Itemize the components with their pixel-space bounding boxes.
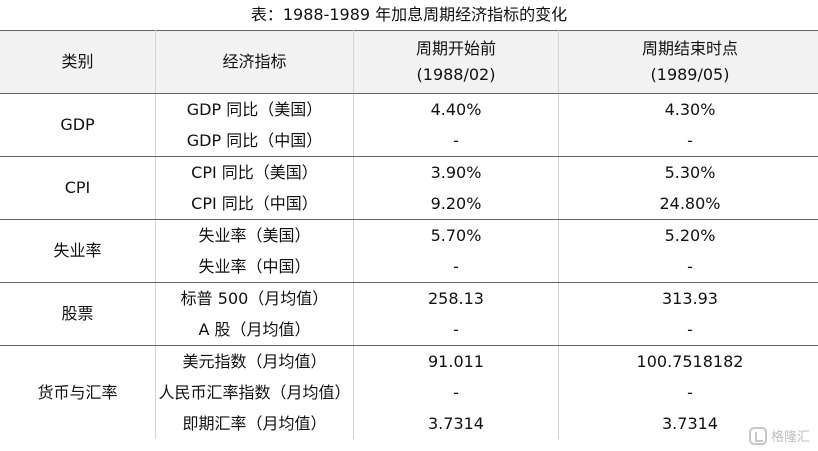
end-value-cell: 5.20% [664,225,716,245]
indicator-cell: 美元指数（月均值） [155,345,354,377]
start-value-cell: - [353,314,559,346]
category-cell-cpi: CPI [0,156,156,220]
end-value-cell: - [558,251,818,283]
indicator-cell: GDP 同比（中国） [155,125,354,157]
table-row: 股票 标普 500（月均值） 258.13 313.93 [0,282,818,346]
indicator-cell: 失业率（中国） [155,251,354,283]
table-row: 人民币汇率指数（月均值） - - [0,377,818,408]
end-value-cell: 24.80% [558,188,818,220]
start-value-cell: 4.40% [353,93,559,125]
header-end-label: 周期结束时点 [641,39,738,58]
indicator-cell: 标普 500（月均值） [155,282,354,314]
end-value-cell: 3.7314 [662,413,718,433]
end-value-cell: - [558,314,818,346]
table-row: CPI CPI 同比（美国） 3.90% 5.30% [0,156,818,220]
header-end: 周期结束时点 (1989/05) [558,30,818,94]
indicator-cell: 人民币汇率指数（月均值） [155,377,354,408]
header-start-label: 周期开始前 [415,39,496,58]
table-row: A 股（月均值） - - [0,314,818,346]
header-category: 类别 [0,30,156,94]
table-row: 货币与汇率 美元指数（月均值） 91.011 100.7518182 [0,345,818,439]
start-value-cell: 9.20% [353,188,559,220]
table-row: 失业率（中国） - - [0,251,818,283]
start-value-cell: 3.7314 [353,408,559,439]
header-start-date: (1988/02) [416,65,496,84]
table-row: GDP GDP 同比（美国） 4.40% 4.30% [0,93,818,157]
end-value-cell: - [558,125,818,157]
indicator-cell: 失业率（美国） [155,219,354,251]
table-title: 表：1988-1989 年加息周期经济指标的变化 [250,5,568,24]
start-value-cell: - [353,377,559,408]
category-cell-fx: 货币与汇率 [0,345,156,439]
header-end-date: (1989/05) [650,65,730,84]
watermark-text: 格隆汇 [770,430,810,445]
indicator-cell: CPI 同比（美国） [155,156,354,188]
end-value-cell: 5.30% [664,162,716,182]
table-row: GDP 同比（中国） - - [0,125,818,157]
indicator-table: 类别 经济指标 周期开始前 (1988/02) 周期结束时点 (1989/05)… [0,30,818,439]
start-value-cell: - [353,125,559,157]
table-row: 失业率 失业率（美国） 5.70% 5.20% [0,219,818,283]
start-value-cell: 5.70% [353,219,559,251]
header-start: 周期开始前 (1988/02) [353,30,559,94]
watermark: 格隆汇 [748,426,810,445]
start-value-cell: 3.90% [353,156,559,188]
table-row: CPI 同比（中国） 9.20% 24.80% [0,188,818,220]
gelonghui-logo-icon [748,426,767,445]
category-cell-stocks: 股票 [0,282,156,346]
end-value-cell: 100.7518182 [636,351,744,371]
end-value-cell: - [687,382,693,402]
start-value-cell: 258.13 [353,282,559,314]
start-value-cell: - [353,251,559,283]
indicator-cell: A 股（月均值） [155,314,354,346]
start-value-cell: 91.011 [353,345,559,377]
end-value-cell: 4.30% [664,99,716,119]
indicator-cell: 即期汇率（月均值） [155,408,354,439]
end-value-cell: 313.93 [662,288,718,308]
table-row: 即期汇率（月均值） 3.7314 3.7314 [0,408,818,439]
indicator-cell: CPI 同比（中国） [155,188,354,220]
indicator-cell: GDP 同比（美国） [155,93,354,125]
category-cell-unemployment: 失业率 [0,219,156,283]
header-indicator: 经济指标 [155,30,354,94]
header-row: 类别 经济指标 周期开始前 (1988/02) 周期结束时点 (1989/05) [0,30,818,94]
category-cell-gdp: GDP [0,93,156,157]
